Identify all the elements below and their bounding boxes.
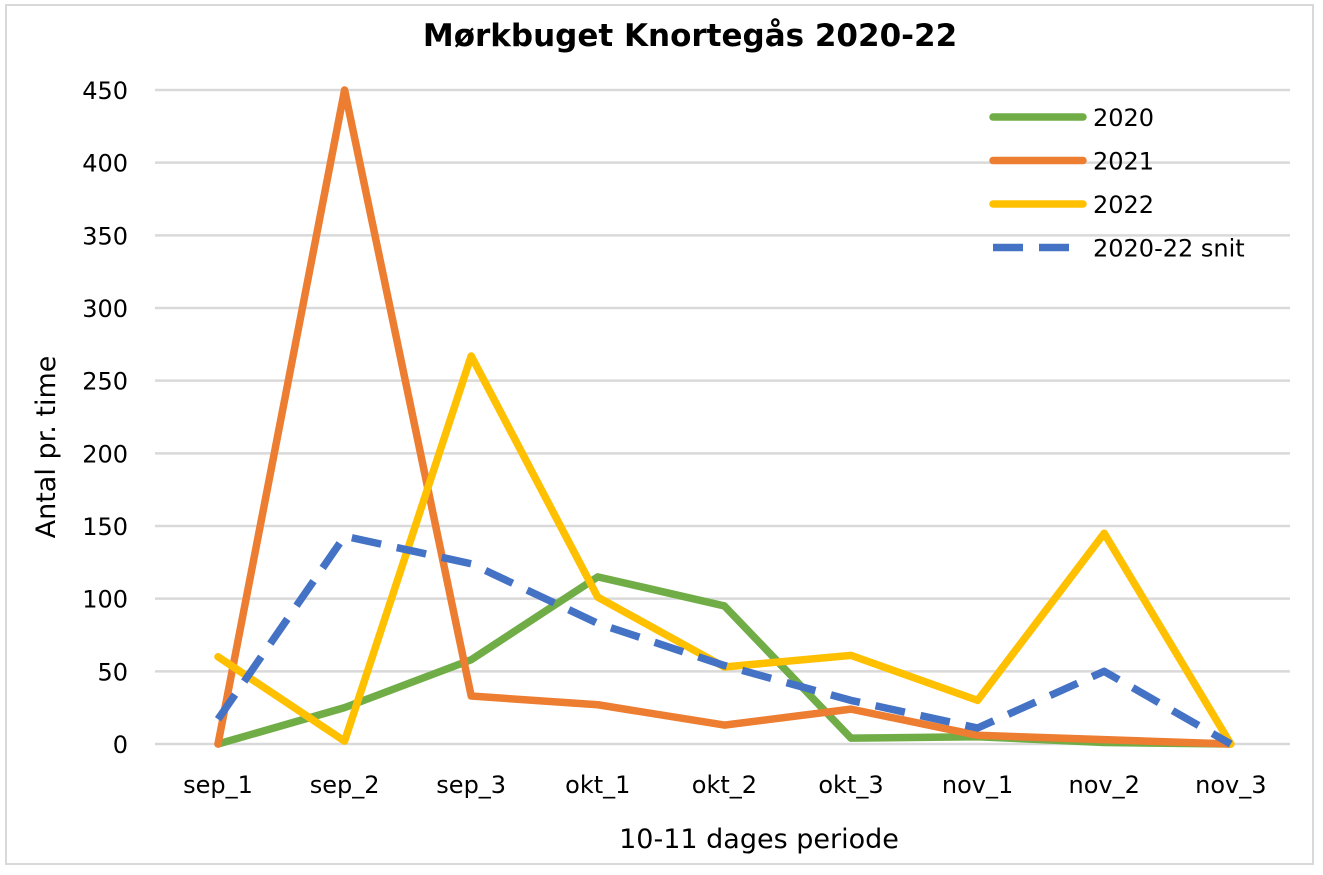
x-axis-ticks: sep_1 sep_2 sep_3 okt_1 okt_2 okt_3 nov_1 nov_2… (183, 771, 1266, 799)
legend-label: 2020-22 snit (1093, 235, 1245, 263)
series-line-2022 (214, 352, 1235, 748)
y-tick-label: 450 (82, 77, 128, 105)
y-tick-label: 100 (82, 586, 128, 614)
x-tick-label: sep_2 (310, 771, 380, 799)
x-tick-label: sep_3 (436, 771, 506, 799)
legend-label: 2020 (1093, 104, 1154, 132)
x-tick-label: okt_1 (565, 771, 630, 799)
y-tick-label: 350 (82, 222, 128, 250)
legend-label: 2022 (1093, 191, 1154, 219)
legend-label: 2021 (1093, 148, 1154, 176)
x-axis-label: 10-11 dages periode (619, 824, 899, 855)
x-tick-label: nov_2 (1069, 771, 1140, 799)
y-axis-label: Antal pr. time (31, 356, 62, 539)
x-tick-label: sep_1 (183, 771, 253, 799)
x-tick-label: okt_3 (818, 771, 883, 799)
y-tick-label: 400 (82, 150, 128, 178)
series-line-2021 (214, 86, 1235, 748)
y-tick-label: 50 (97, 658, 128, 686)
y-tick-label: 150 (82, 513, 128, 541)
x-tick-label: nov_3 (1195, 771, 1266, 799)
y-tick-label: 200 (82, 440, 128, 468)
legend: 2020 2021 2022 2020-22 snit (989, 104, 1245, 263)
y-axis-ticks: 0 50 100 150 200 250 300 350 400 450 (82, 77, 128, 759)
series-line-2020-22-snit (214, 532, 1233, 748)
y-tick-label: 250 (82, 368, 128, 396)
y-tick-label: 0 (113, 731, 128, 759)
x-tick-label: nov_1 (942, 771, 1013, 799)
series-lines (214, 86, 1235, 748)
x-tick-label: okt_2 (692, 771, 757, 799)
chart-title: Mørkbuget Knortegås 2020-22 (423, 18, 957, 54)
y-tick-label: 300 (82, 295, 128, 323)
